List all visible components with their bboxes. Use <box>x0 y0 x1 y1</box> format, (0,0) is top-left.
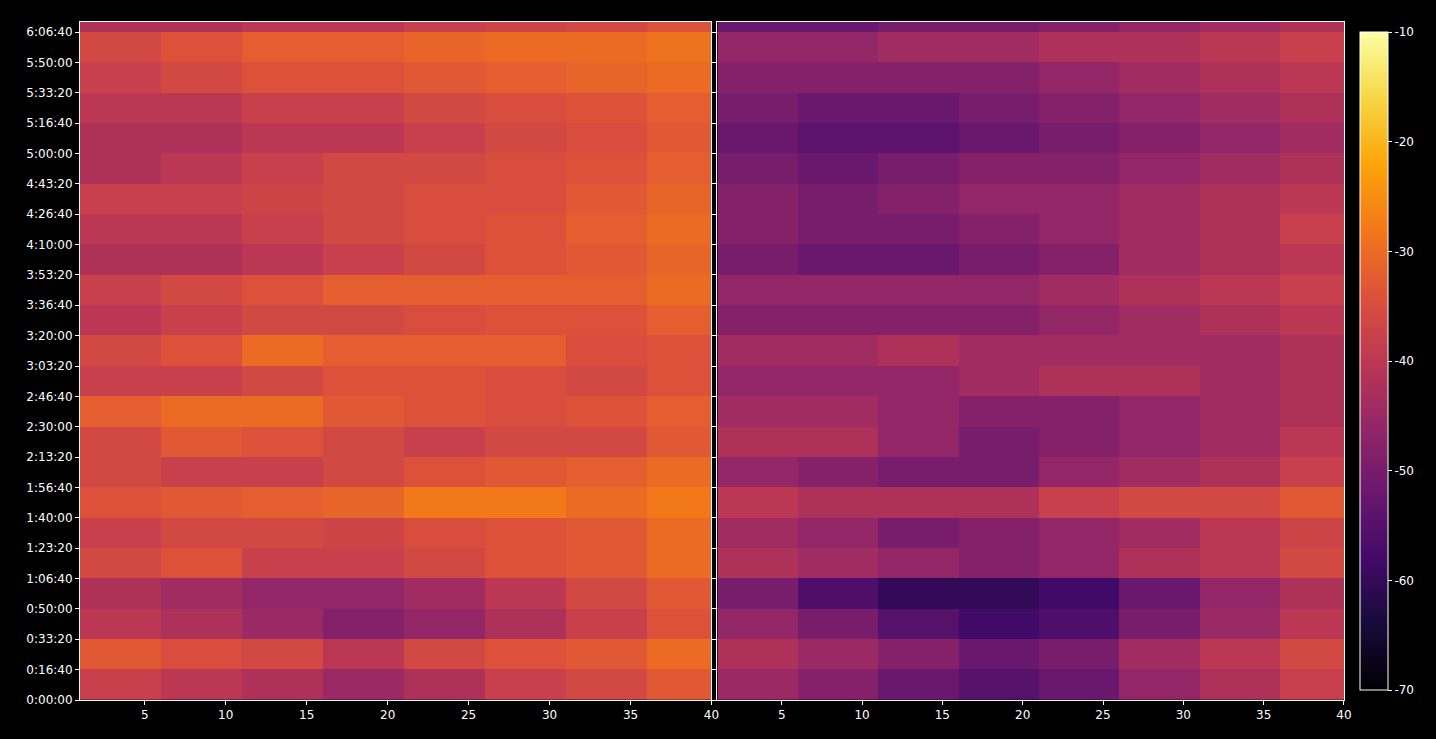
svg-text:30: 30 <box>542 708 557 722</box>
svg-text:-60: -60 <box>1394 574 1414 588</box>
svg-text:30: 30 <box>1176 708 1191 722</box>
svg-text:5: 5 <box>141 708 149 722</box>
svg-text:-50: -50 <box>1394 464 1414 478</box>
svg-text:5: 5 <box>778 708 786 722</box>
svg-text:3:03:20: 3:03:20 <box>26 359 72 373</box>
svg-text:0:16:40: 0:16:40 <box>26 663 72 677</box>
svg-text:3:53:20: 3:53:20 <box>26 268 72 282</box>
svg-text:5:50:00: 5:50:00 <box>26 56 72 70</box>
svg-text:4:26:40: 4:26:40 <box>26 207 72 221</box>
svg-text:-30: -30 <box>1394 245 1414 259</box>
svg-text:3:20:00: 3:20:00 <box>26 329 72 343</box>
svg-text:0:00:00: 0:00:00 <box>26 693 72 707</box>
svg-text:2:30:00: 2:30:00 <box>26 420 72 434</box>
svg-text:40: 40 <box>704 708 719 722</box>
svg-text:35: 35 <box>623 708 638 722</box>
svg-text:1:56:40: 1:56:40 <box>26 481 72 495</box>
svg-text:25: 25 <box>461 708 476 722</box>
svg-text:3:36:40: 3:36:40 <box>26 298 72 312</box>
svg-text:-70: -70 <box>1394 683 1414 697</box>
svg-text:10: 10 <box>854 708 869 722</box>
svg-text:40: 40 <box>1336 708 1351 722</box>
svg-text:2:46:40: 2:46:40 <box>26 390 72 404</box>
svg-text:10: 10 <box>218 708 233 722</box>
svg-text:1:23:20: 1:23:20 <box>26 541 72 555</box>
svg-text:5:33:20: 5:33:20 <box>26 86 72 100</box>
svg-text:6:06:40: 6:06:40 <box>26 25 72 39</box>
svg-text:0:33:20: 0:33:20 <box>26 632 72 646</box>
svg-text:5:00:00: 5:00:00 <box>26 147 72 161</box>
svg-text:5:16:40: 5:16:40 <box>26 116 72 130</box>
svg-text:25: 25 <box>1095 708 1110 722</box>
svg-text:-40: -40 <box>1394 354 1414 368</box>
svg-text:4:10:00: 4:10:00 <box>26 238 72 252</box>
svg-text:1:06:40: 1:06:40 <box>26 572 72 586</box>
svg-text:2:13:20: 2:13:20 <box>26 450 72 464</box>
svg-text:0:50:00: 0:50:00 <box>26 602 72 616</box>
svg-text:4:43:20: 4:43:20 <box>26 177 72 191</box>
svg-text:-10: -10 <box>1394 25 1414 39</box>
svg-text:1:40:00: 1:40:00 <box>26 511 72 525</box>
svg-text:-20: -20 <box>1394 135 1414 149</box>
svg-text:20: 20 <box>1015 708 1030 722</box>
svg-text:15: 15 <box>935 708 950 722</box>
svg-text:20: 20 <box>380 708 395 722</box>
svg-text:35: 35 <box>1256 708 1271 722</box>
svg-text:15: 15 <box>299 708 314 722</box>
